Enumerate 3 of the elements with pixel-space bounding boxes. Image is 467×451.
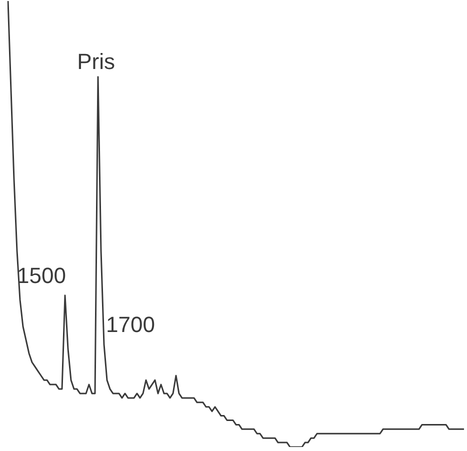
annotation: Pris: [77, 48, 115, 74]
annotation: 1500: [17, 263, 66, 288]
annotation: 1700: [106, 312, 155, 337]
